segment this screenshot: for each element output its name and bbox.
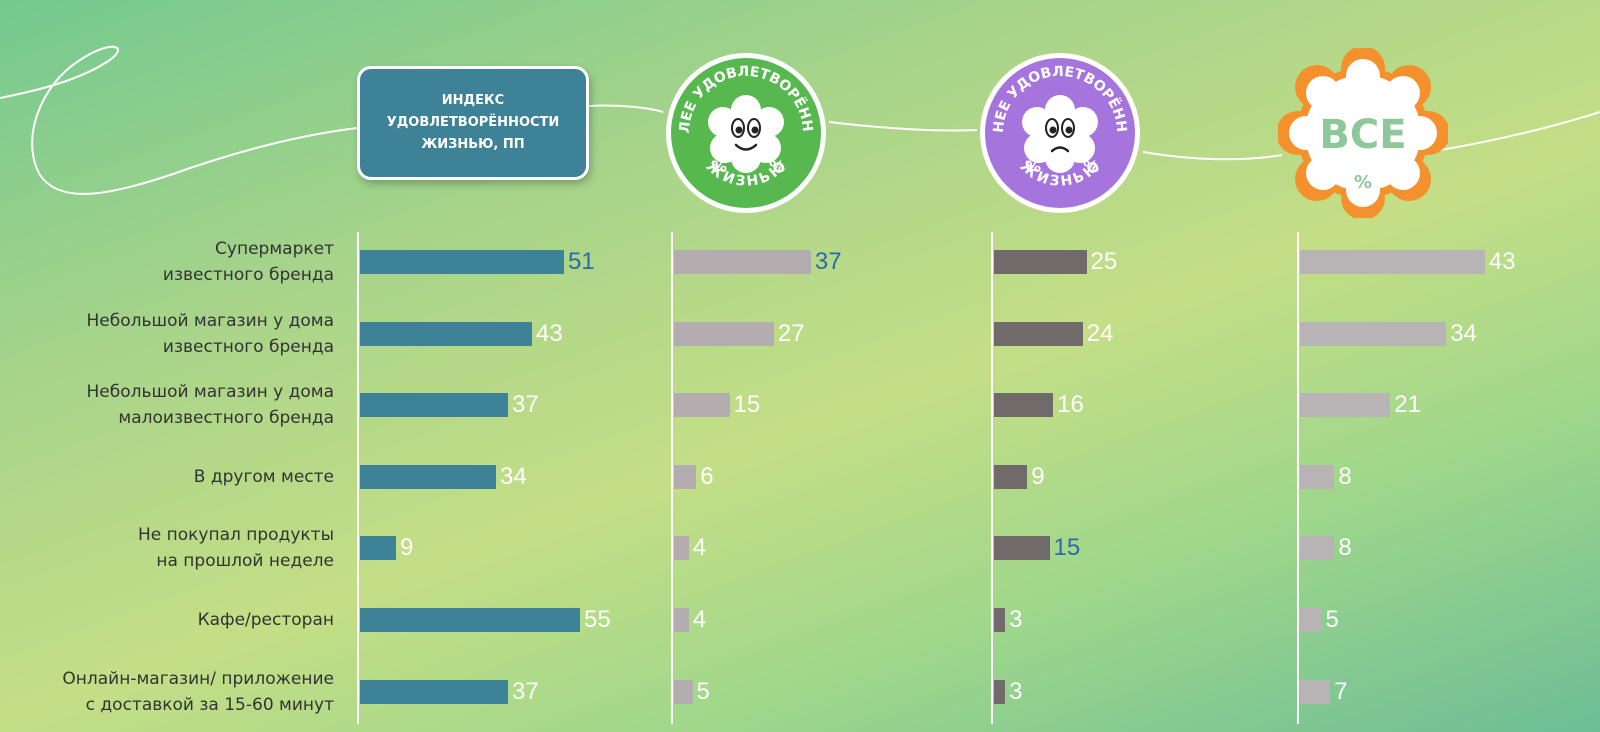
row-label: Онлайн-магазин/ приложение с доставкой з… (62, 669, 334, 715)
all-value-label: 5 (1325, 606, 1339, 633)
less-satisfied-value-label: 15 (1053, 534, 1081, 561)
index-bar (360, 322, 532, 346)
less-badge-pct-left: % (1025, 157, 1041, 176)
more-satisfied-value-label: 4 (692, 534, 707, 561)
less-satisfied-bar (994, 393, 1054, 417)
all-bar (1300, 250, 1485, 274)
sad-flower-icon (1022, 95, 1098, 173)
all-bar (1300, 680, 1331, 704)
index-value-label: 34 (500, 463, 527, 490)
less-satisfied-bar (994, 536, 1050, 560)
index-bar (360, 465, 496, 489)
all-value-label: 34 (1450, 320, 1477, 347)
all-bar (1300, 322, 1447, 346)
more-satisfied-axis-line (671, 232, 673, 724)
more-badge-pct-right: % (769, 157, 785, 176)
less-satisfied-badge: МЕНЕЕ УДОВЛЕТВОРЁННЫЕ ЖИЗНЬЮ % % (977, 50, 1140, 213)
less-satisfied-bar (994, 465, 1028, 489)
index-value-label: 9 (400, 534, 414, 561)
less-satisfied-bar (994, 680, 1006, 704)
less-satisfied-axis-line (991, 232, 993, 724)
index-axis-line (357, 232, 359, 724)
row-label: Кафе/ресторан (197, 610, 334, 630)
less-satisfied-value-label: 3 (1009, 606, 1023, 633)
index-bar (360, 250, 564, 274)
happy-flower-icon (708, 95, 784, 173)
index-value-label: 37 (512, 678, 539, 705)
index-header-title: ИНДЕКС УДОВЛЕТВОРЁННОСТИ ЖИЗНЬЮ, ПП (386, 93, 560, 152)
more-satisfied-value-label: 27 (777, 320, 805, 347)
more-satisfied-bar (674, 680, 693, 704)
more-satisfied-bar (674, 465, 697, 489)
more-badge-pct-left: % (711, 157, 727, 176)
all-respondents-badge: ВСЕ % (1278, 48, 1448, 218)
all-bar (1300, 536, 1335, 560)
more-satisfied-value-label: 5 (696, 678, 710, 705)
index-bar (360, 680, 508, 704)
less-badge-pct-right: % (1083, 157, 1099, 176)
index-value-label: 43 (536, 320, 563, 347)
more-satisfied-bar (674, 608, 689, 632)
more-satisfied-badge: БОЛЕЕ УДОВЛЕТВОРЁННЫЕ ЖИЗНЬЮ % % (663, 50, 826, 213)
all-value-label: 8 (1338, 463, 1352, 490)
all-value-label: 21 (1394, 391, 1421, 418)
index-bar (360, 536, 396, 560)
row-label: Не покупал продукты на прошлой неделе (137, 525, 334, 571)
all-bar (1300, 465, 1335, 489)
all-value-label: 43 (1488, 248, 1516, 275)
more-satisfied-value-label: 15 (733, 391, 761, 418)
more-satisfied-value-label: 37 (814, 248, 842, 275)
row-label: Супермаркет известного бренда (162, 239, 334, 285)
row-label: Небольшой магазин у дома малоизвестного … (86, 382, 334, 428)
index-bar (360, 608, 580, 632)
less-satisfied-bar (994, 250, 1087, 274)
all-badge-title: ВСЕ (1319, 112, 1406, 158)
less-satisfied-value-label: 3 (1009, 678, 1023, 705)
more-satisfied-bar (674, 250, 811, 274)
all-badge-pct: % (1354, 172, 1372, 193)
all-value-label: 8 (1338, 534, 1352, 561)
row-label: В другом месте (193, 467, 334, 487)
less-satisfied-value-label: 16 (1057, 391, 1084, 418)
less-satisfied-bar (994, 322, 1083, 346)
less-satisfied-value-label: 9 (1031, 463, 1045, 490)
index-value-label: 37 (512, 391, 539, 418)
less-satisfied-bar (994, 608, 1006, 632)
index-value-label: 55 (584, 606, 611, 633)
more-satisfied-value-label: 6 (700, 463, 714, 490)
row-label: Небольшой магазин у дома известного брен… (86, 311, 334, 357)
all-bar (1300, 393, 1391, 417)
more-satisfied-bar (674, 393, 730, 417)
more-satisfied-bar (674, 536, 689, 560)
index-header-box: ИНДЕКС УДОВЛЕТВОРЁННОСТИ ЖИЗНЬЮ, ПП (357, 66, 589, 180)
all-axis-line (1297, 232, 1299, 724)
less-satisfied-value-label: 24 (1086, 320, 1114, 347)
index-value-label: 51 (568, 248, 595, 275)
more-satisfied-value-label: 4 (692, 606, 707, 633)
less-satisfied-value-label: 25 (1090, 248, 1118, 275)
index-bar (360, 393, 508, 417)
more-satisfied-bar (674, 322, 774, 346)
all-value-label: 7 (1334, 678, 1348, 705)
all-bar (1300, 608, 1322, 632)
